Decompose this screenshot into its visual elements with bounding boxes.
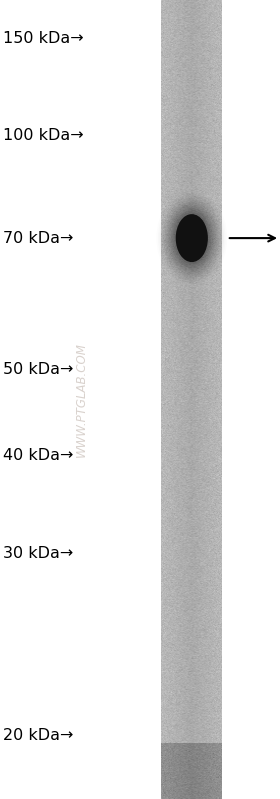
Text: 70 kDa→: 70 kDa→ <box>3 231 73 245</box>
Text: 50 kDa→: 50 kDa→ <box>3 362 73 376</box>
Ellipse shape <box>172 210 211 266</box>
Text: WWW.PTGLAB.COM: WWW.PTGLAB.COM <box>75 342 88 457</box>
Ellipse shape <box>166 202 218 274</box>
Ellipse shape <box>171 209 213 268</box>
Ellipse shape <box>174 213 209 264</box>
Ellipse shape <box>168 205 216 272</box>
Text: 150 kDa→: 150 kDa→ <box>3 31 83 46</box>
Text: 30 kDa→: 30 kDa→ <box>3 547 73 561</box>
Text: 20 kDa→: 20 kDa→ <box>3 728 73 742</box>
Text: 40 kDa→: 40 kDa→ <box>3 448 73 463</box>
Ellipse shape <box>176 214 208 262</box>
Text: 100 kDa→: 100 kDa→ <box>3 129 83 143</box>
Ellipse shape <box>169 206 214 270</box>
